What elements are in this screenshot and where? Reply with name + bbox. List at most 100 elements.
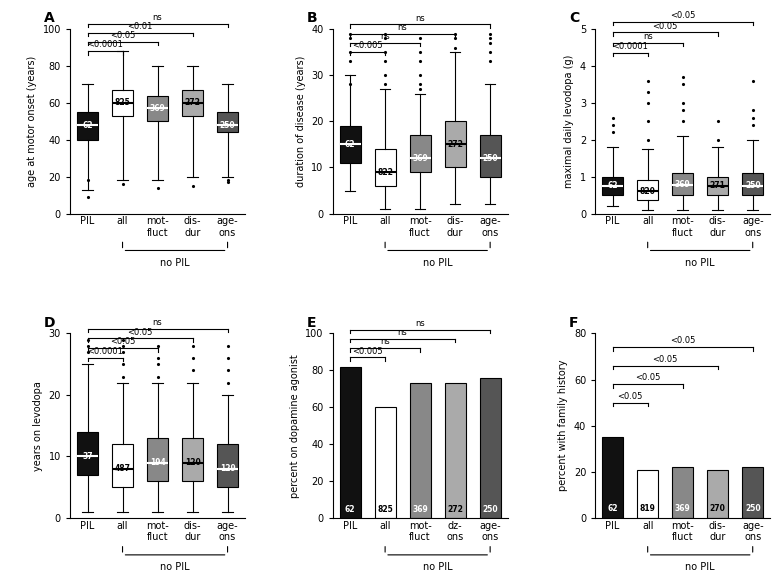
Text: 129: 129 bbox=[219, 464, 236, 473]
Text: <0.05: <0.05 bbox=[635, 374, 661, 382]
PathPatch shape bbox=[637, 180, 658, 200]
Text: D: D bbox=[44, 316, 55, 330]
Text: <0.05: <0.05 bbox=[110, 31, 135, 40]
PathPatch shape bbox=[742, 173, 763, 195]
Text: 825: 825 bbox=[377, 505, 393, 514]
Text: 62: 62 bbox=[345, 140, 356, 149]
Text: ns: ns bbox=[380, 338, 390, 346]
Text: 272: 272 bbox=[447, 505, 463, 514]
Text: no PIL: no PIL bbox=[685, 562, 715, 572]
Text: 62: 62 bbox=[82, 120, 93, 130]
Text: <0.05: <0.05 bbox=[110, 338, 135, 346]
PathPatch shape bbox=[339, 126, 360, 163]
Text: 250: 250 bbox=[745, 505, 761, 513]
PathPatch shape bbox=[217, 112, 238, 133]
PathPatch shape bbox=[182, 438, 203, 481]
PathPatch shape bbox=[147, 438, 168, 481]
Y-axis label: age at motor onset (years): age at motor onset (years) bbox=[27, 56, 37, 187]
Bar bbox=[409, 384, 430, 518]
Text: 487: 487 bbox=[114, 464, 131, 473]
Text: A: A bbox=[44, 12, 54, 26]
Y-axis label: duration of disease (years): duration of disease (years) bbox=[296, 56, 306, 187]
PathPatch shape bbox=[602, 177, 623, 195]
Text: 62: 62 bbox=[608, 505, 618, 513]
Text: <0.05: <0.05 bbox=[128, 328, 152, 336]
Text: 369: 369 bbox=[675, 505, 691, 513]
Text: E: E bbox=[307, 316, 316, 330]
Y-axis label: maximal daily levodopa (g): maximal daily levodopa (g) bbox=[564, 55, 574, 188]
PathPatch shape bbox=[409, 135, 431, 172]
PathPatch shape bbox=[479, 135, 501, 177]
Text: ns: ns bbox=[643, 32, 653, 41]
Text: <0.05: <0.05 bbox=[670, 11, 696, 20]
Text: <0.05: <0.05 bbox=[653, 22, 678, 31]
Text: 825: 825 bbox=[114, 98, 131, 108]
Bar bbox=[339, 367, 360, 518]
Text: <0.0001: <0.0001 bbox=[87, 347, 123, 356]
Text: 369: 369 bbox=[412, 505, 428, 514]
Text: no PIL: no PIL bbox=[160, 562, 190, 572]
PathPatch shape bbox=[182, 90, 203, 116]
Text: B: B bbox=[307, 12, 317, 26]
Text: ns: ns bbox=[415, 13, 425, 23]
Bar bbox=[602, 437, 623, 518]
Text: 270: 270 bbox=[710, 505, 726, 513]
PathPatch shape bbox=[672, 173, 693, 195]
Bar bbox=[479, 378, 501, 518]
Text: 819: 819 bbox=[640, 505, 656, 513]
PathPatch shape bbox=[112, 444, 133, 487]
Text: <0.0001: <0.0001 bbox=[87, 40, 123, 49]
Text: 369: 369 bbox=[675, 180, 691, 189]
Bar bbox=[672, 467, 693, 518]
Text: no PIL: no PIL bbox=[685, 258, 715, 268]
Text: 369: 369 bbox=[149, 104, 166, 113]
Text: <0.01: <0.01 bbox=[128, 22, 152, 31]
Bar bbox=[742, 467, 763, 518]
PathPatch shape bbox=[112, 90, 133, 116]
Text: <0.05: <0.05 bbox=[670, 336, 696, 346]
Text: ns: ns bbox=[380, 32, 390, 41]
Text: 271: 271 bbox=[710, 182, 726, 190]
Text: 272: 272 bbox=[447, 140, 463, 149]
Text: <0.05: <0.05 bbox=[618, 392, 643, 401]
Text: 250: 250 bbox=[482, 154, 498, 163]
Text: 250: 250 bbox=[482, 505, 498, 514]
Text: ns: ns bbox=[152, 318, 163, 327]
Bar bbox=[707, 470, 728, 518]
PathPatch shape bbox=[444, 121, 465, 168]
Text: no PIL: no PIL bbox=[160, 258, 190, 268]
Text: C: C bbox=[569, 12, 579, 26]
PathPatch shape bbox=[374, 149, 395, 186]
Text: 62: 62 bbox=[608, 182, 618, 190]
Text: ns: ns bbox=[398, 328, 408, 337]
Text: 120: 120 bbox=[184, 458, 201, 467]
Text: <0.05: <0.05 bbox=[653, 355, 678, 364]
Text: 369: 369 bbox=[412, 154, 428, 163]
Text: <0.0001: <0.0001 bbox=[612, 42, 648, 51]
Text: 37: 37 bbox=[82, 452, 93, 461]
Text: 250: 250 bbox=[745, 182, 761, 190]
Text: 822: 822 bbox=[377, 168, 393, 176]
Text: ns: ns bbox=[415, 319, 425, 328]
Y-axis label: percent on dopamine agonist: percent on dopamine agonist bbox=[289, 354, 300, 498]
Text: ns: ns bbox=[152, 13, 163, 22]
PathPatch shape bbox=[707, 177, 728, 195]
PathPatch shape bbox=[77, 432, 98, 475]
Y-axis label: years on levodopa: years on levodopa bbox=[33, 381, 43, 471]
Text: no PIL: no PIL bbox=[422, 562, 453, 572]
PathPatch shape bbox=[77, 112, 98, 140]
PathPatch shape bbox=[217, 444, 238, 487]
Text: 194: 194 bbox=[149, 458, 166, 467]
Text: 820: 820 bbox=[640, 187, 656, 196]
Text: ns: ns bbox=[398, 23, 408, 32]
Text: <0.005: <0.005 bbox=[352, 347, 383, 356]
Text: no PIL: no PIL bbox=[422, 258, 453, 268]
Text: <0.005: <0.005 bbox=[352, 41, 383, 50]
PathPatch shape bbox=[147, 95, 168, 121]
Bar bbox=[374, 407, 395, 518]
Text: F: F bbox=[569, 316, 578, 330]
Bar bbox=[637, 470, 658, 518]
Y-axis label: percent with family history: percent with family history bbox=[558, 360, 568, 491]
Text: 250: 250 bbox=[219, 120, 236, 130]
Bar bbox=[444, 384, 465, 518]
